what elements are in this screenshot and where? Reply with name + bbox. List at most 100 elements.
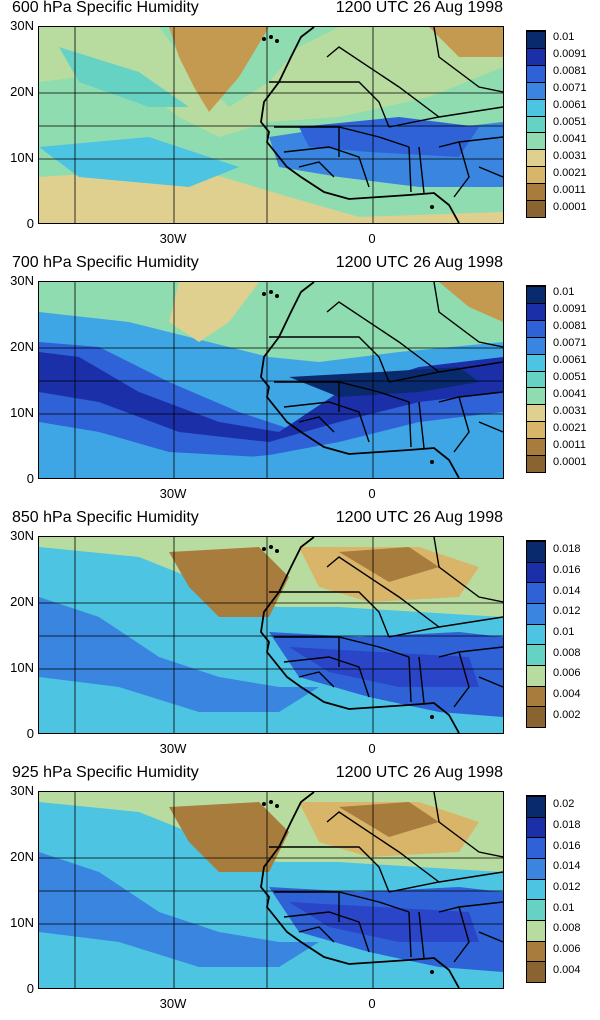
colorbar-swatch bbox=[527, 98, 545, 116]
humidity-map bbox=[38, 536, 504, 734]
humidity-map bbox=[38, 791, 504, 989]
colorbar-swatch bbox=[527, 149, 545, 167]
y-tick-label: 20N bbox=[10, 84, 34, 99]
country-border bbox=[478, 676, 503, 688]
country-border bbox=[388, 616, 503, 638]
colorbar-swatch bbox=[527, 64, 545, 82]
dry-region bbox=[339, 547, 439, 582]
colorbar-swatch bbox=[527, 582, 545, 603]
humidity-map bbox=[38, 281, 504, 479]
country-border bbox=[269, 81, 390, 128]
country-border bbox=[274, 891, 410, 913]
y-tick-label: 10N bbox=[10, 405, 34, 420]
country-border bbox=[283, 911, 370, 953]
y-tick-label: 20N bbox=[10, 849, 34, 864]
colorbar-swatch bbox=[527, 623, 545, 645]
panel-title: 925 hPa Specific Humidity bbox=[12, 764, 199, 781]
island bbox=[269, 290, 273, 294]
colorbar-label: 0.0021 bbox=[553, 421, 587, 434]
island bbox=[269, 545, 273, 549]
country-border bbox=[408, 911, 412, 958]
colorbar bbox=[526, 795, 546, 983]
dry-region bbox=[339, 802, 439, 837]
y-tick-label: 0 bbox=[26, 981, 34, 996]
colorbar-label: 0.0081 bbox=[553, 320, 587, 333]
moist-region bbox=[289, 902, 479, 942]
colorbar-label: 0.0011 bbox=[553, 438, 586, 451]
moist-region bbox=[39, 852, 319, 967]
map-svg bbox=[39, 282, 503, 478]
colorbar-label: 0.0091 bbox=[553, 303, 587, 316]
country-border bbox=[326, 556, 440, 628]
dry-region bbox=[39, 282, 503, 362]
panel-title: 700 hPa Specific Humidity bbox=[12, 254, 199, 271]
colorbar-label: 0.004 bbox=[553, 688, 581, 700]
country-border bbox=[269, 846, 390, 893]
colorbar-label: 0.0011 bbox=[553, 183, 586, 196]
country-border bbox=[433, 27, 503, 93]
colorbar-swatch bbox=[527, 302, 545, 320]
colorbar-swatch bbox=[527, 837, 545, 858]
y-tick-label: 30N bbox=[10, 528, 34, 543]
colorbar-swatch bbox=[527, 115, 545, 133]
colorbar-swatch bbox=[527, 336, 545, 354]
country-border bbox=[408, 146, 412, 193]
colorbar-label: 0.0031 bbox=[553, 404, 587, 417]
country-border bbox=[283, 401, 370, 443]
colorbar-label: 0.018 bbox=[553, 819, 581, 831]
colorbar-label: 0.0081 bbox=[553, 65, 587, 78]
colorbar-label: 0.0061 bbox=[553, 354, 587, 367]
colorbar-label: 0.0051 bbox=[553, 116, 587, 128]
colorbar bbox=[526, 540, 546, 728]
panel-time: 1200 UTC 26 Aug 1998 bbox=[335, 254, 503, 271]
country-border bbox=[418, 146, 425, 194]
country-border bbox=[418, 911, 425, 959]
country-border bbox=[453, 396, 470, 453]
colorbar-swatch bbox=[527, 31, 545, 48]
colorbar-swatch bbox=[527, 47, 545, 65]
x-tick-label: 30W bbox=[159, 231, 187, 246]
x-tick-label: 0 bbox=[368, 996, 376, 1011]
country-border bbox=[453, 651, 470, 708]
colorbar-label: 0.0041 bbox=[553, 132, 587, 145]
colorbar-label: 0.0021 bbox=[553, 166, 587, 179]
colorbar-swatch bbox=[527, 961, 545, 982]
colorbar-label: 0.016 bbox=[553, 564, 581, 576]
y-tick-label: 0 bbox=[26, 471, 34, 486]
colorbar-label: 0.0071 bbox=[553, 82, 587, 95]
country-border bbox=[298, 926, 335, 943]
country-border bbox=[274, 126, 410, 148]
island bbox=[262, 37, 266, 41]
map-svg bbox=[39, 27, 503, 223]
colorbar-swatch bbox=[527, 603, 545, 624]
country-border bbox=[433, 792, 503, 858]
island bbox=[262, 547, 266, 551]
moist-region bbox=[289, 367, 479, 397]
colorbar-label: 0.0061 bbox=[553, 99, 587, 112]
coastline bbox=[260, 282, 460, 478]
colorbar-swatch bbox=[527, 561, 545, 583]
island bbox=[275, 294, 279, 298]
x-tick-label: 30W bbox=[159, 486, 187, 501]
island bbox=[262, 292, 266, 296]
x-tick-label: 30W bbox=[159, 741, 187, 756]
colorbar-swatch bbox=[527, 940, 545, 962]
y-tick-label: 0 bbox=[26, 726, 34, 741]
country-border bbox=[478, 421, 503, 433]
colorbar-label: 0.008 bbox=[553, 646, 581, 659]
island bbox=[262, 802, 266, 806]
country-border bbox=[388, 361, 503, 383]
country-border bbox=[283, 146, 370, 188]
colorbar-label: 0.018 bbox=[553, 543, 581, 556]
map-panel: 600 hPa Specific Humidity 1200 UTC 26 Aug… bbox=[0, 0, 600, 255]
colorbar-swatch bbox=[527, 286, 545, 303]
panel-time: 1200 UTC 26 Aug 1998 bbox=[335, 509, 503, 526]
x-tick-label: 30W bbox=[159, 996, 187, 1011]
colorbar-swatch bbox=[527, 370, 545, 388]
colorbar-swatch bbox=[527, 132, 545, 150]
colorbar-swatch bbox=[527, 706, 545, 727]
humidity-map bbox=[38, 26, 504, 224]
y-tick-label: 30N bbox=[10, 273, 34, 288]
coastline bbox=[260, 792, 460, 988]
moist-region bbox=[39, 352, 503, 442]
